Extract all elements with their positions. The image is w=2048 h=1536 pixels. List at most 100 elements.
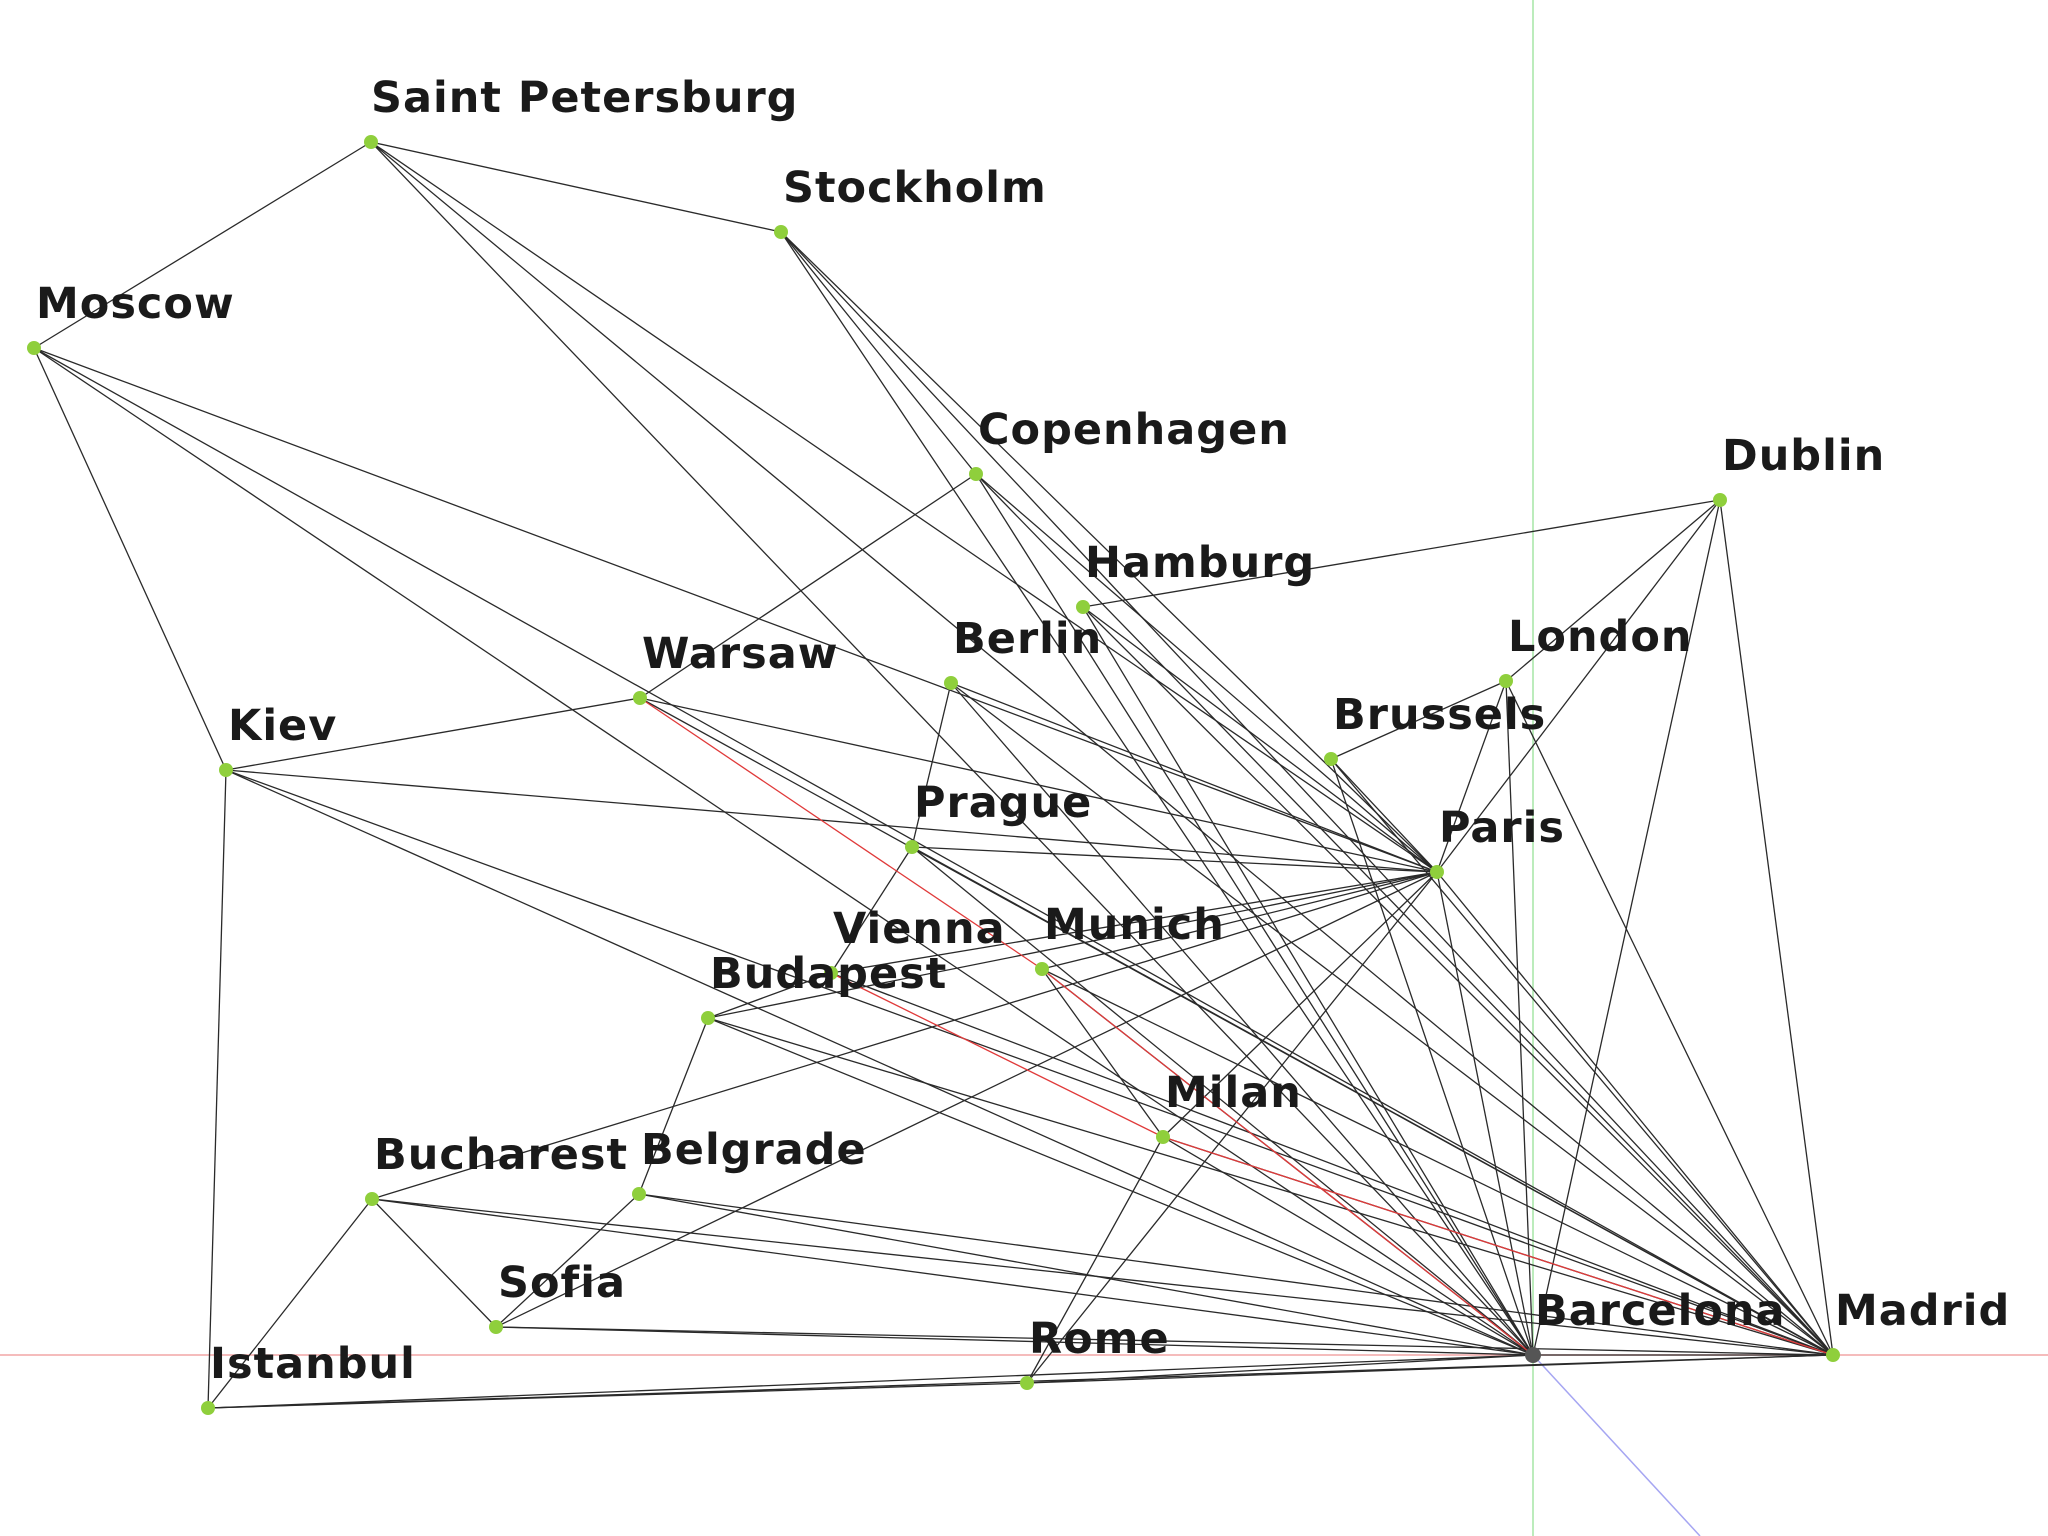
label-kiev: Kiev xyxy=(228,701,337,751)
edge-prague-vienna xyxy=(830,846,913,974)
edge-brussels-paris xyxy=(1330,758,1438,873)
node-barcelona[interactable] xyxy=(1525,1347,1541,1363)
edge-saint_petersburg-madrid xyxy=(370,141,1834,1356)
edge-copenhagen-paris xyxy=(975,473,1438,873)
label-stockholm: Stockholm xyxy=(783,163,1047,213)
edge-belgrade-madrid xyxy=(638,1193,1834,1356)
edge-sofia-paris xyxy=(495,871,1438,1328)
edge-stockholm-madrid xyxy=(780,231,1834,1356)
edge-vienna-budapest xyxy=(707,972,832,1019)
edge-warsaw-kiev xyxy=(225,697,641,771)
edge-moscow-barcelona xyxy=(33,347,1534,1356)
edge-dublin-madrid xyxy=(1719,499,1834,1356)
edge-london-barcelona xyxy=(1505,680,1534,1356)
edge-kiev-barcelona xyxy=(225,769,1534,1356)
path-edge-vienna-milan xyxy=(830,972,1164,1138)
edge-belgrade-sofia xyxy=(495,1193,640,1328)
path-edge-milan-madrid xyxy=(1162,1136,1834,1356)
edge-moscow-madrid xyxy=(33,347,1834,1356)
edge-dublin-barcelona xyxy=(1532,499,1721,1356)
edge-berlin-madrid xyxy=(950,682,1834,1356)
edge-saint_petersburg-barcelona xyxy=(370,141,1534,1356)
labels-layer: Saint Petersburg Stockholm Moscow Copenhage… xyxy=(36,73,2010,1389)
node-copenhagen[interactable] xyxy=(969,467,983,481)
edge-bucharest-barcelona xyxy=(371,1198,1534,1356)
label-rome: Rome xyxy=(1029,1314,1170,1364)
node-kiev[interactable] xyxy=(219,763,233,777)
label-budapest: Budapest xyxy=(710,949,947,999)
node-sofia[interactable] xyxy=(489,1320,503,1334)
edge-kiev-paris xyxy=(225,769,1438,873)
node-munich[interactable] xyxy=(1035,962,1049,976)
edge-kiev-madrid xyxy=(225,769,1834,1356)
edge-moscow-kiev xyxy=(33,347,227,771)
label-madrid: Madrid xyxy=(1835,1286,2010,1336)
edge-hamburg-madrid xyxy=(1082,606,1834,1356)
edge-kiev-istanbul xyxy=(207,769,227,1409)
node-dublin[interactable] xyxy=(1713,493,1727,507)
edge-dublin-london xyxy=(1505,499,1721,682)
path-edge-munich-barcelona xyxy=(1041,968,1534,1356)
highlight-path-layer xyxy=(639,697,1834,1356)
edge-paris-barcelona xyxy=(1436,871,1534,1356)
node-berlin[interactable] xyxy=(944,676,958,690)
edge-munich-paris xyxy=(1041,871,1438,970)
label-copenhagen: Copenhagen xyxy=(978,405,1290,455)
edge-munich-madrid xyxy=(1041,968,1834,1356)
edge-bucharest-istanbul xyxy=(207,1198,373,1409)
label-istanbul: Istanbul xyxy=(210,1339,416,1389)
edge-berlin-prague xyxy=(911,682,952,848)
node-hamburg[interactable] xyxy=(1076,600,1090,614)
node-istanbul[interactable] xyxy=(201,1401,215,1415)
label-dublin: Dublin xyxy=(1722,431,1885,481)
label-saint-petersburg: Saint Petersburg xyxy=(371,73,798,123)
edges-layer xyxy=(33,141,1834,1409)
edge-hamburg-barcelona xyxy=(1082,606,1534,1356)
label-berlin: Berlin xyxy=(953,614,1102,664)
node-london[interactable] xyxy=(1499,674,1513,688)
edge-milan-barcelona xyxy=(1162,1136,1534,1356)
edge-milan-paris xyxy=(1162,871,1438,1138)
label-hamburg: Hamburg xyxy=(1085,538,1315,588)
node-madrid[interactable] xyxy=(1826,1348,1840,1362)
node-warsaw[interactable] xyxy=(633,691,647,705)
edge-copenhagen-madrid xyxy=(975,473,1834,1356)
node-milan[interactable] xyxy=(1156,1130,1170,1144)
edge-stockholm-barcelona xyxy=(780,231,1534,1356)
label-bucharest: Bucharest xyxy=(374,1130,628,1180)
edge-moscow-paris xyxy=(33,347,1438,873)
node-bucharest[interactable] xyxy=(365,1192,379,1206)
edge-rome-paris xyxy=(1026,871,1438,1384)
edge-brussels-madrid xyxy=(1330,758,1834,1356)
node-rome[interactable] xyxy=(1020,1376,1034,1390)
node-saint-petersburg[interactable] xyxy=(364,135,378,149)
node-stockholm[interactable] xyxy=(774,225,788,239)
edge-berlin-barcelona xyxy=(950,682,1534,1356)
edge-hamburg-paris xyxy=(1082,606,1438,873)
node-paris[interactable] xyxy=(1430,865,1444,879)
label-sofia: Sofia xyxy=(498,1258,626,1308)
node-prague[interactable] xyxy=(905,840,919,854)
label-milan: Milan xyxy=(1165,1068,1302,1118)
edge-vienna-madrid xyxy=(830,972,1834,1356)
node-brussels[interactable] xyxy=(1324,752,1338,766)
edge-london-madrid xyxy=(1505,680,1834,1356)
edge-bucharest-sofia xyxy=(371,1198,497,1328)
edge-belgrade-barcelona xyxy=(638,1193,1534,1356)
edge-london-paris xyxy=(1436,680,1507,873)
edge-vienna-paris xyxy=(830,871,1438,974)
node-budapest[interactable] xyxy=(701,1011,715,1025)
nodes-layer xyxy=(27,135,1840,1415)
label-belgrade: Belgrade xyxy=(641,1125,867,1175)
edge-budapest-madrid xyxy=(707,1017,1834,1356)
label-paris: Paris xyxy=(1439,803,1565,853)
edge-london-brussels xyxy=(1330,680,1507,760)
edge-stockholm-copenhagen xyxy=(780,231,977,475)
node-vienna[interactable] xyxy=(824,966,838,980)
node-moscow[interactable] xyxy=(27,341,41,355)
edge-berlin-paris xyxy=(950,682,1438,873)
node-belgrade[interactable] xyxy=(632,1187,646,1201)
path-edge-warsaw-munich xyxy=(639,697,1043,970)
edge-paris-madrid xyxy=(1436,871,1834,1356)
